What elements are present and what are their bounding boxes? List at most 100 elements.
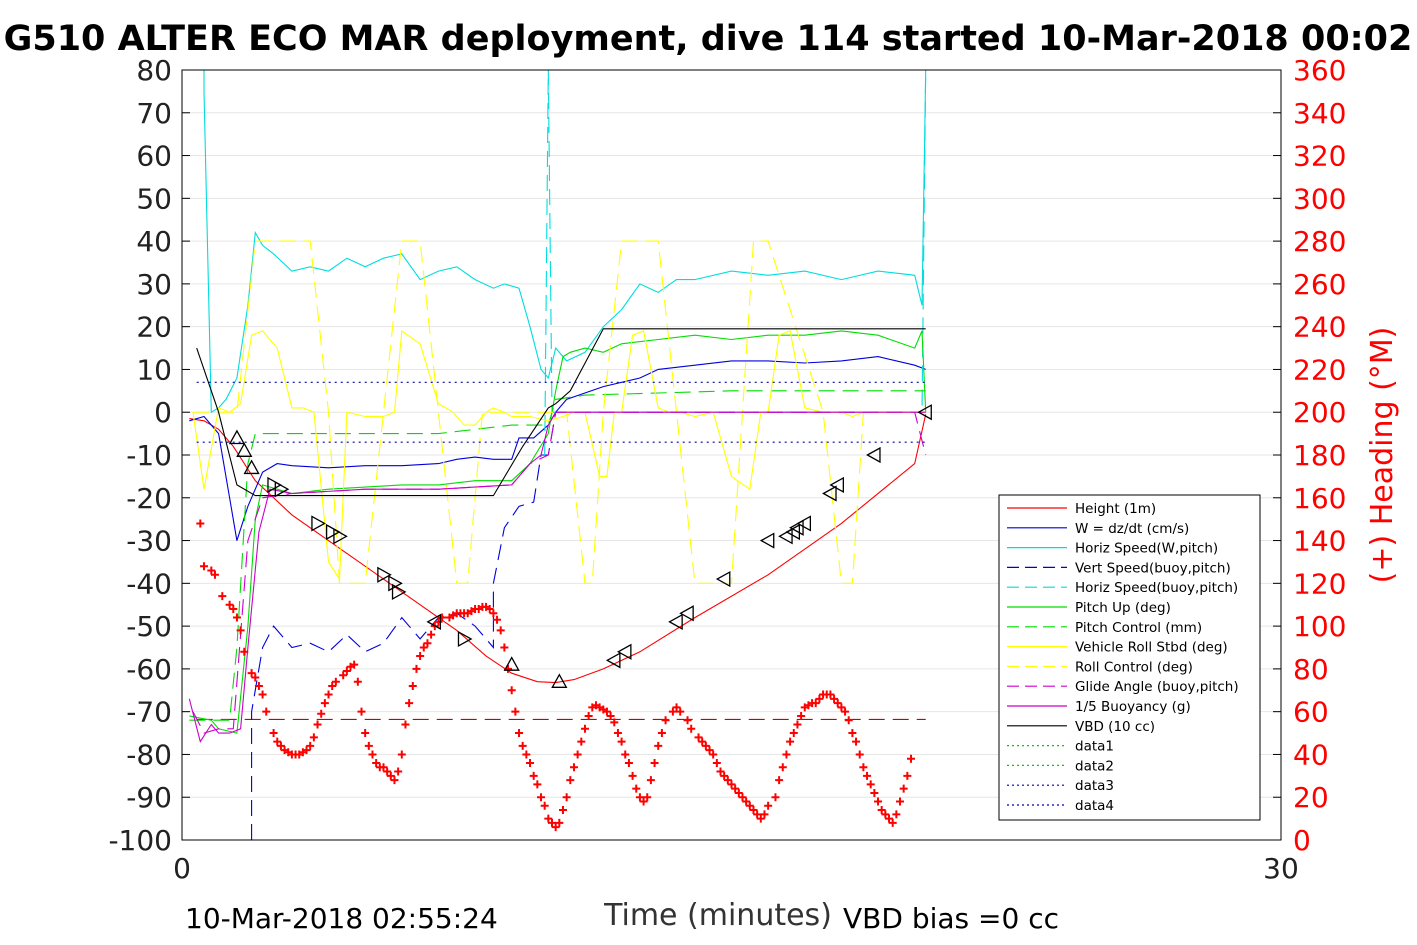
series-line-9	[192, 411, 927, 734]
heading-point	[705, 746, 714, 755]
heading-point	[199, 562, 208, 571]
heading-point	[302, 746, 311, 755]
heading-point	[544, 814, 553, 823]
heading-point	[569, 763, 578, 772]
right-tick-label: 60	[1293, 696, 1329, 729]
legend-entry: Pitch Up (deg)	[1075, 600, 1171, 616]
heading-point	[775, 776, 784, 785]
heading-point	[580, 724, 589, 733]
heading-point	[782, 750, 791, 759]
heading-point	[683, 716, 692, 725]
x-tick-label: 0	[173, 852, 191, 885]
heading-point	[749, 806, 758, 815]
profile-marker	[668, 613, 683, 630]
heading-point	[493, 615, 502, 624]
legend-entry: data3	[1075, 778, 1114, 794]
heading-point	[701, 741, 710, 750]
right-tick-label: 0	[1293, 824, 1311, 857]
heading-point	[317, 709, 326, 718]
series-line-7	[192, 329, 926, 581]
left-tick-label: -20	[126, 482, 172, 515]
heading-point	[339, 671, 348, 680]
profile-marker	[616, 643, 632, 660]
series-line-0	[189, 414, 927, 684]
series-line-4	[544, 69, 927, 456]
heading-point	[661, 716, 670, 725]
heading-point	[602, 707, 611, 716]
legend-entry: 1/5 Buoyancy (g)	[1075, 699, 1191, 715]
heading-point	[613, 729, 622, 738]
heading-point	[863, 771, 872, 780]
heading-point	[320, 699, 329, 708]
left-tick-label: 30	[136, 268, 172, 301]
right-tick-label: 140	[1293, 525, 1346, 558]
heading-point	[229, 605, 238, 613]
left-tick-label: -70	[126, 696, 172, 729]
left-tick-label: -40	[126, 567, 172, 600]
heading-point	[650, 759, 659, 767]
heading-point	[888, 818, 897, 827]
heading-point	[734, 788, 743, 797]
profile-marker	[426, 613, 442, 630]
heading-point	[269, 729, 278, 738]
heading-point	[731, 784, 740, 793]
profile-marker	[377, 566, 392, 583]
profile-marker	[679, 605, 694, 622]
right-tick-label: 360	[1293, 54, 1346, 87]
heading-point	[764, 801, 773, 810]
heading-point	[643, 793, 652, 802]
heading-point	[676, 707, 685, 716]
x-tick-label: 30	[1263, 852, 1299, 885]
profile-marker	[866, 446, 881, 464]
heading-point	[196, 519, 205, 528]
heading-point	[529, 771, 538, 780]
heading-point	[632, 784, 641, 793]
right-tick-label: 20	[1293, 781, 1329, 814]
legend-entry: data2	[1075, 758, 1114, 774]
profile-marker	[274, 481, 290, 498]
heading-point	[368, 750, 377, 759]
heading-point	[258, 690, 267, 699]
legend-entry: Vehicle Roll Stbd (deg)	[1075, 640, 1228, 656]
heading-point	[383, 767, 392, 776]
heading-point	[394, 767, 403, 776]
heading-point	[342, 667, 351, 676]
right-tick-label: 180	[1293, 439, 1346, 472]
heading-point	[786, 737, 795, 746]
series-layer	[188, 69, 927, 840]
profile-marker	[796, 515, 812, 532]
left-tick-label: -50	[126, 610, 172, 643]
legend-entry: data1	[1075, 739, 1114, 755]
heading-point	[870, 788, 879, 797]
series-line-10	[188, 411, 926, 743]
heading-point	[628, 771, 637, 780]
heading-point	[738, 793, 747, 802]
right-axis-label: (+) Heading (°M)	[1365, 327, 1400, 584]
footer-vbd-bias: VBD bias =0 cc	[843, 902, 1059, 935]
heading-point	[405, 699, 414, 708]
heading-point	[624, 759, 633, 767]
heading-points-layer	[196, 519, 916, 832]
heading-point	[881, 810, 890, 819]
heading-point	[412, 664, 421, 673]
heading-point	[584, 711, 593, 720]
markers-layer	[228, 404, 932, 688]
profile-marker	[917, 404, 932, 421]
heading-point	[635, 793, 644, 802]
heading-point	[899, 784, 908, 793]
heading-point	[526, 759, 535, 767]
heading-point	[306, 741, 315, 750]
heading-point	[668, 707, 677, 716]
chart-title: G510 ALTER ECO MAR deployment, dive 114 …	[4, 19, 1413, 59]
heading-point	[254, 682, 263, 690]
legend-entry: Vert Speed(buoy,pitch)	[1075, 560, 1231, 576]
heading-point	[515, 729, 524, 738]
heading-point	[401, 720, 410, 729]
heading-point	[364, 741, 373, 750]
heading-point	[350, 660, 359, 669]
heading-point	[507, 686, 516, 695]
heading-point	[672, 703, 681, 712]
left-tick-label: 50	[136, 182, 172, 215]
heading-point	[489, 609, 498, 618]
